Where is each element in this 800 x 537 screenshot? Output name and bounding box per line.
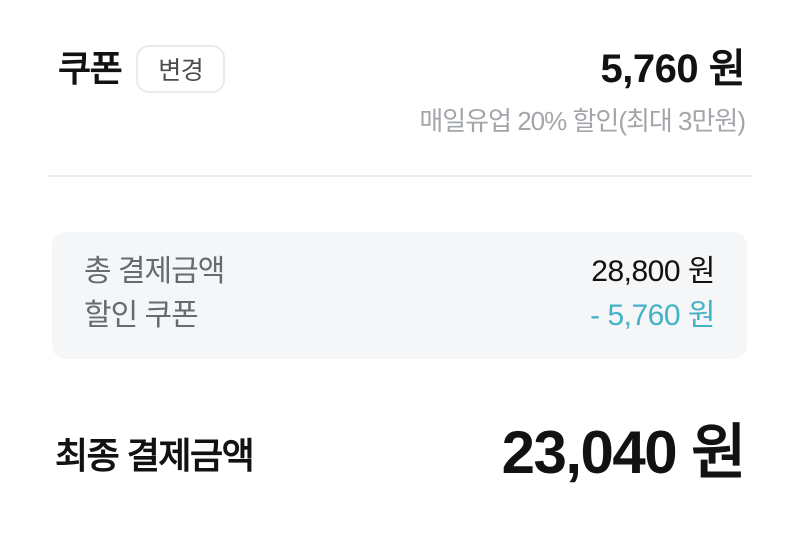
final-amount-value: 23,040 원 [501, 419, 747, 486]
payment-summary-box: 총 결제금액 28,800 원 할인 쿠폰 - 5,760 원 [52, 232, 747, 359]
coupon-amount-group: 5,760 원 매일유업 20% 할인(최대 3만원) [419, 45, 746, 137]
final-amount-section: 최종 결제금액 23,040 원 [55, 419, 747, 487]
coupon-section: 쿠폰 변경 5,760 원 매일유업 20% 할인(최대 3만원) [0, 0, 800, 137]
coupon-change-button[interactable]: 변경 [136, 45, 226, 93]
total-amount-row: 총 결제금액 28,800 원 [84, 255, 715, 289]
section-divider [48, 175, 752, 177]
discount-coupon-label: 할인 쿠폰 [84, 299, 199, 332]
coupon-discount-amount: 5,760 원 [600, 47, 745, 91]
coupon-label-group: 쿠폰 변경 [58, 45, 226, 93]
coupon-title: 쿠폰 [58, 48, 123, 89]
coupon-description: 매일유업 20% 할인(최대 3만원) [419, 106, 746, 136]
final-amount-label: 최종 결제금액 [55, 435, 255, 476]
discount-coupon-value: - 5,760 원 [590, 299, 715, 332]
total-amount-label: 총 결제금액 [84, 255, 225, 288]
coupon-row: 쿠폰 변경 5,760 원 매일유업 20% 할인(최대 3만원) [58, 45, 746, 137]
discount-coupon-row: 할인 쿠폰 - 5,760 원 [84, 299, 715, 333]
total-amount-value: 28,800 원 [591, 255, 715, 288]
